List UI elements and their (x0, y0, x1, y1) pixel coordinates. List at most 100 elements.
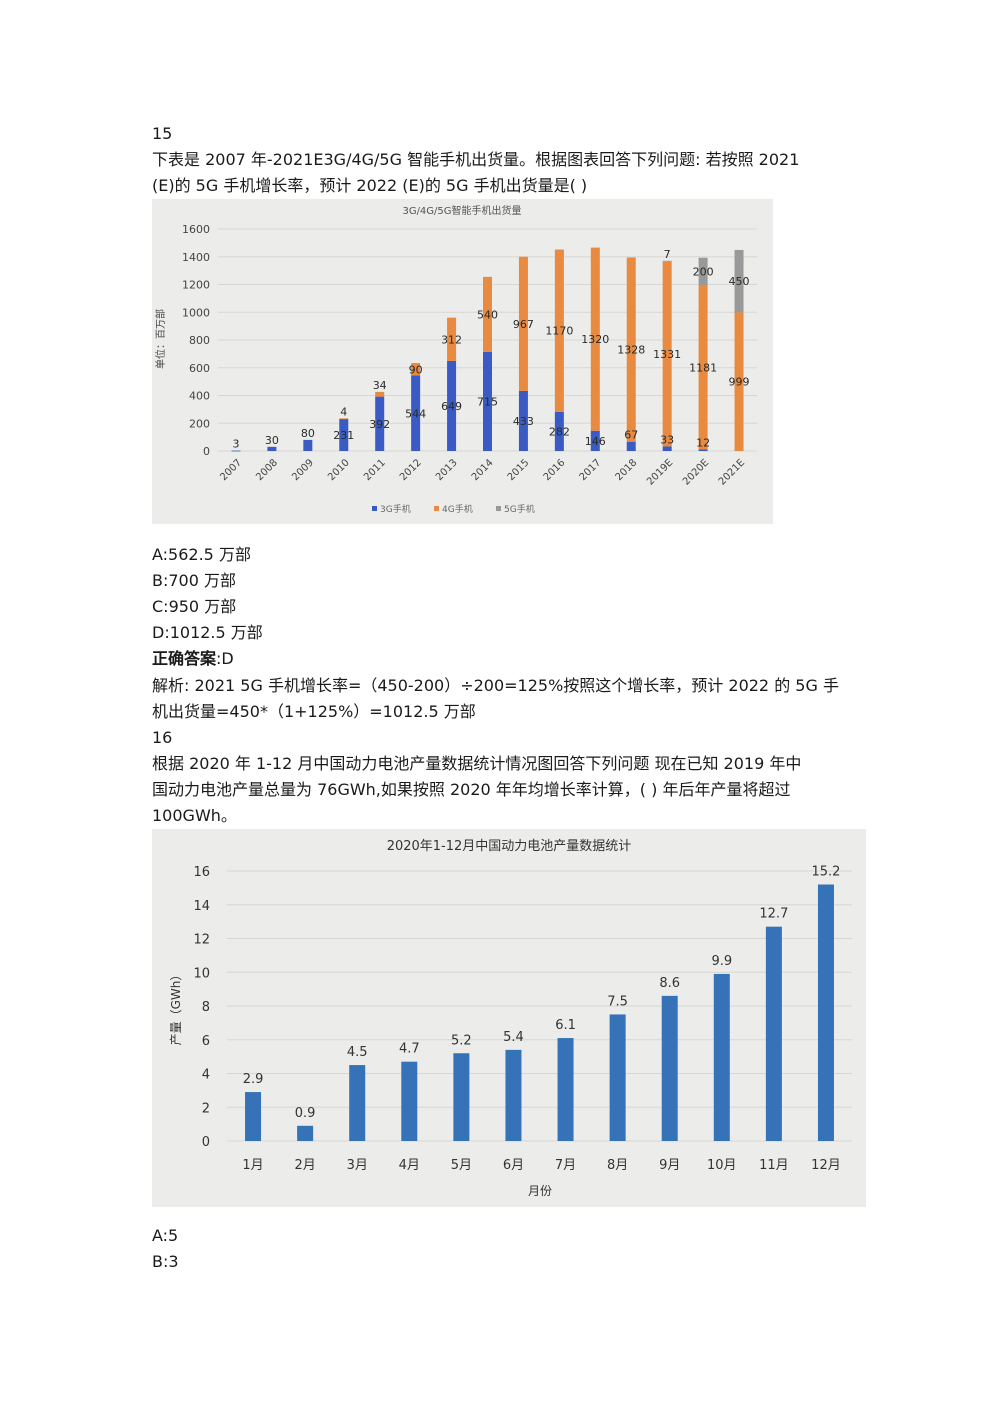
x-tick-label: 1月 (242, 1158, 263, 1173)
answer-value: :D (216, 649, 234, 668)
bar-segment (590, 247, 600, 431)
y-tick-label: 14 (193, 899, 210, 914)
bar-segment (411, 375, 421, 451)
x-tick-label: 8月 (607, 1158, 628, 1173)
legend-swatch (434, 506, 439, 511)
bar-segment (554, 411, 564, 451)
bar-segment (698, 257, 708, 286)
bar-segment (447, 360, 457, 451)
x-tick-label: 6月 (503, 1158, 524, 1173)
bar (349, 1065, 366, 1141)
bar-segment (698, 285, 708, 450)
y-tick-label: 0 (202, 1135, 210, 1150)
data-label: 8.6 (659, 976, 680, 991)
x-tick-label: 12月 (811, 1158, 841, 1173)
data-label: 1181 (689, 361, 717, 374)
data-label: 312 (441, 333, 462, 346)
bar (453, 1053, 470, 1141)
data-label: 231 (333, 429, 354, 442)
y-tick-label: 1400 (182, 251, 210, 264)
bar (765, 926, 782, 1141)
data-label: 450 (729, 275, 750, 288)
q15-number: 15 (152, 124, 173, 143)
q15-option-a[interactable]: A:562.5 万部 (152, 545, 251, 564)
y-tick-label: 600 (189, 362, 210, 375)
x-tick-label: 2月 (294, 1158, 315, 1173)
bar-segment (734, 312, 744, 451)
data-label: 6.1 (555, 1018, 576, 1033)
bar-segment (447, 317, 457, 361)
data-label: 392 (369, 418, 390, 431)
data-label: 33 (660, 433, 674, 446)
x-tick-label: 11月 (759, 1158, 789, 1173)
bar-segment (518, 390, 528, 451)
q16-number: 16 (152, 728, 173, 747)
legend-swatch (496, 506, 501, 511)
bar-segment (483, 276, 492, 352)
legend-swatch (372, 506, 377, 511)
q16-stem-line2: 国动力电池产量总量为 76GWh,如果按照 2020 年年均增长率计算，( ) … (152, 780, 791, 799)
bar-segment (626, 257, 636, 442)
q15-stem-line1: 下表是 2007 年-2021E3G/4G/5G 智能手机出货量。根据图表回答下… (152, 150, 800, 169)
battery-output-chart: 2020年1-12月中国动力电池产量数据统计 产量（GWh） 月份 0 2 4 6 8 1… (152, 829, 866, 1207)
data-label: 30 (265, 434, 279, 447)
bar-segment (590, 430, 600, 451)
y-axis-label: 单位：百万部 (154, 309, 167, 369)
data-label: 4.7 (399, 1042, 420, 1057)
bar-segment (734, 249, 744, 313)
bar (609, 1014, 626, 1141)
q15-option-b[interactable]: B:700 万部 (152, 571, 236, 590)
data-label: 999 (729, 376, 750, 389)
data-label: 715 (477, 395, 498, 408)
data-label: 433 (513, 415, 534, 428)
q15-option-c[interactable]: C:950 万部 (152, 597, 237, 616)
bar-segment (303, 439, 313, 451)
bar-segment (554, 249, 564, 412)
data-label: 2.9 (243, 1072, 264, 1087)
data-label: 5.4 (503, 1030, 524, 1045)
bar (817, 884, 834, 1141)
q16-option-b[interactable]: B:3 (152, 1252, 179, 1271)
q16-stem-line3: 100GWh。 (152, 806, 237, 825)
y-tick-label: 6 (202, 1034, 210, 1049)
data-label: 649 (441, 400, 462, 413)
data-label: 9.9 (711, 954, 732, 969)
q15-answer: 正确答案:D (152, 649, 234, 669)
y-tick-label: 2 (202, 1101, 210, 1116)
bar-segment (375, 396, 385, 451)
bar-segment (231, 450, 241, 452)
bar (505, 1049, 522, 1141)
data-label: 540 (477, 308, 498, 321)
bar-segment (483, 351, 492, 451)
phone-shipment-chart: 3G/4G/5G智能手机出货量 单位：百万部 0 200 400 600 800 1000… (152, 199, 773, 524)
q15-option-d[interactable]: D:1012.5 万部 (152, 623, 263, 642)
q15-analysis-line2: 机出货量=450*（1+125%）=1012.5 万部 (152, 702, 476, 721)
y-tick-label: 400 (189, 390, 210, 403)
x-tick-label: 9月 (659, 1158, 680, 1173)
bar-segment (339, 418, 349, 420)
bar-segment (626, 441, 636, 451)
bar-segment (339, 418, 349, 451)
y-tick-label: 8 (202, 1000, 210, 1015)
data-label: 544 (405, 407, 426, 420)
chart-title: 2020年1-12月中国动力电池产量数据统计 (387, 839, 632, 854)
bar-segment (411, 363, 421, 376)
data-label: 1320 (581, 333, 609, 346)
data-label: 34 (373, 379, 387, 392)
bar (557, 1038, 574, 1141)
data-label: 12.7 (759, 907, 788, 922)
y-tick-label: 4 (202, 1068, 210, 1083)
legend-label: 5G手机 (504, 503, 535, 515)
y-tick-label: 800 (189, 334, 210, 347)
q16-option-a[interactable]: A:5 (152, 1226, 179, 1245)
data-label: 4 (340, 405, 347, 418)
data-label: 7 (664, 248, 671, 261)
bar (297, 1125, 314, 1141)
q15-stem-line2: (E)的 5G 手机增长率，预计 2022 (E)的 5G 手机出货量是( ) (152, 176, 588, 195)
data-label: 1328 (617, 344, 645, 357)
bar-segment (662, 260, 672, 262)
q16-stem-line1: 根据 2020 年 1-12 月中国动力电池产量数据统计情况图回答下列问题 现在… (152, 754, 802, 773)
bar-segment (375, 391, 385, 397)
bar-segment (662, 261, 672, 447)
y-tick-label: 200 (189, 417, 210, 430)
